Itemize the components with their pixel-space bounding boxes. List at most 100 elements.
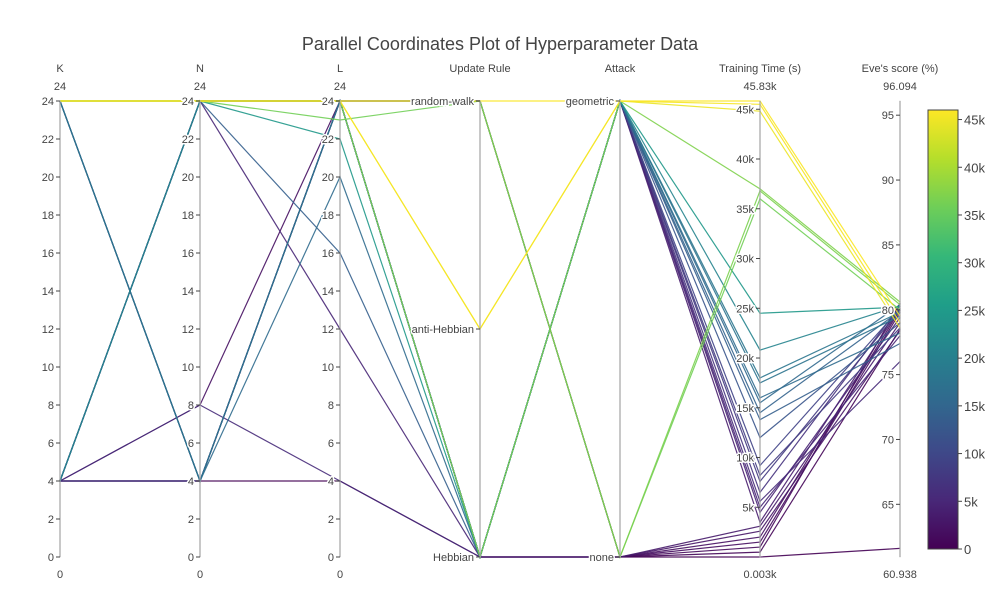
colorbar-gradient [927, 109, 959, 550]
axis-tick-label: 10 [42, 362, 54, 374]
colorbar-tick-label: 0 [964, 542, 971, 557]
axis-tick-label: 6 [48, 438, 54, 450]
axis-tick-label: 18 [322, 210, 334, 222]
axis-range-max: 24 [54, 81, 66, 93]
axis-tick-label: 24 [182, 96, 194, 108]
axis-title: Eve's score (%) [862, 63, 939, 75]
axis-eve-s-score-[interactable]: Eve's score (%) 96.094 60.938 65 70 75 80 85 90 9… [862, 63, 939, 581]
axis-tick-label: 4 [48, 476, 54, 488]
axis-tick-label: 70 [882, 434, 894, 446]
axis-tick-label: 35k [736, 204, 754, 216]
axis-tick-label: 0 [48, 552, 54, 564]
axis-tick-label: 75 [882, 370, 894, 382]
axis-title: L [337, 63, 343, 75]
axis-tick-label: 8 [48, 400, 54, 412]
axis-tick-label: 14 [42, 286, 54, 298]
axis-tick-label: 20 [42, 172, 54, 184]
colorbar-tick-label: 5k [964, 494, 978, 509]
axis-tick-label: 95 [882, 110, 894, 122]
axis-tick-label: 0 [328, 552, 334, 564]
axis-tick-label: 5k [742, 502, 754, 514]
axis-tick-label: 8 [328, 400, 334, 412]
axis-tick-label: 20 [182, 172, 194, 184]
axis-tick-label: 15k [736, 403, 754, 415]
axis-range-min: 0 [57, 569, 63, 581]
axis-tick-label: 18 [182, 210, 194, 222]
axis-tick-label: 14 [182, 286, 194, 298]
axis-tick-label: 8 [188, 400, 194, 412]
colorbar: 0 5k 10k 15k 20k 25k 30k 35k 40k 45k [927, 109, 985, 557]
axis-range-min: 0 [197, 569, 203, 581]
axis-range-max: 96.094 [883, 81, 917, 93]
axis-tick-label: 16 [42, 248, 54, 260]
axis-tick-label: 20k [736, 353, 754, 365]
axis-tick-label: 2 [48, 514, 54, 526]
axis-tick-label: 12 [182, 324, 194, 336]
colorbar-tick-label: 15k [964, 399, 985, 414]
axis-range-max: 45.83k [743, 81, 777, 93]
axis-tick-label: 16 [182, 248, 194, 260]
axis-tick-label: 10 [322, 362, 334, 374]
axis-tick-label: random-walk [411, 96, 474, 108]
axis-tick-label: 22 [322, 134, 334, 146]
axis-title: Update Rule [449, 63, 510, 75]
axis-tick-label: 20 [322, 172, 334, 184]
axis-tick-label: 24 [322, 96, 334, 108]
axis-tick-label: 2 [328, 514, 334, 526]
axis-tick-label: 22 [42, 134, 54, 146]
axis-title: K [56, 63, 64, 75]
colorbar-tick-label: 25k [964, 303, 985, 318]
axis-tick-label: Hebbian [433, 552, 474, 564]
axis-tick-label: 10 [182, 362, 194, 374]
axis-training-time-s-[interactable]: Training Time (s) 45.83k 0.003k 5k 10k 15k 20k… [719, 63, 801, 581]
colorbar-tick-label: 30k [964, 256, 985, 271]
axis-update-rule[interactable]: Update Rule Hebbian anti-Hebbian random-wal… [410, 63, 511, 566]
axis-tick-label: anti-Hebbian [412, 324, 474, 336]
axis-tick-label: 85 [882, 240, 894, 252]
axis-tick-label: 14 [322, 286, 334, 298]
axis-tick-label: 6 [188, 438, 194, 450]
axis-range-min: 0 [337, 569, 343, 581]
axis-tick-label: 12 [42, 324, 54, 336]
axis-tick-label: 65 [882, 499, 894, 511]
axis-tick-label: 0 [188, 552, 194, 564]
axis-bar [759, 100, 761, 558]
axes: K240024681012141618202224N24002468101214… [40, 63, 939, 581]
axis-range-min: 60.938 [883, 569, 917, 581]
axis-tick-label: 4 [328, 476, 334, 488]
colorbar-tick-label: 40k [964, 160, 985, 175]
axis-tick-label: 25k [736, 303, 754, 315]
axis-tick-label: geometric [566, 96, 615, 108]
axis-bar [899, 100, 901, 558]
axis-tick-label: 24 [42, 96, 54, 108]
colorbar-tick-label: 35k [964, 208, 985, 223]
axis-tick-label: 45k [736, 104, 754, 116]
axis-tick-label: 90 [882, 175, 894, 187]
axis-tick-label: 6 [328, 438, 334, 450]
axis-range-min: 0.003k [743, 569, 777, 581]
axis-tick-label: 22 [182, 134, 194, 146]
axis-tick-label: 12 [322, 324, 334, 336]
colorbar-tick-label: 45k [964, 113, 985, 128]
axis-tick-label: 16 [322, 248, 334, 260]
axis-tick-label: none [590, 552, 614, 564]
axis-tick-label: 18 [42, 210, 54, 222]
axis-title: N [196, 63, 204, 75]
axis-attack[interactable]: Attack none geometric [564, 63, 636, 566]
colorbar-tick-label: 10k [964, 447, 985, 462]
axis-title: Attack [605, 63, 636, 75]
axis-range-max: 24 [334, 81, 346, 93]
axis-range-max: 24 [194, 81, 206, 93]
axis-tick-label: 40k [736, 154, 754, 166]
axis-tick-label: 2 [188, 514, 194, 526]
colorbar-tick-label: 20k [964, 351, 985, 366]
axis-tick-label: 30k [736, 254, 754, 266]
axis-tick-label: 10k [736, 453, 754, 465]
axis-tick-label: 4 [188, 476, 194, 488]
chart-title: Parallel Coordinates Plot of Hyperparame… [302, 34, 699, 54]
axis-tick-label: 80 [882, 305, 894, 317]
